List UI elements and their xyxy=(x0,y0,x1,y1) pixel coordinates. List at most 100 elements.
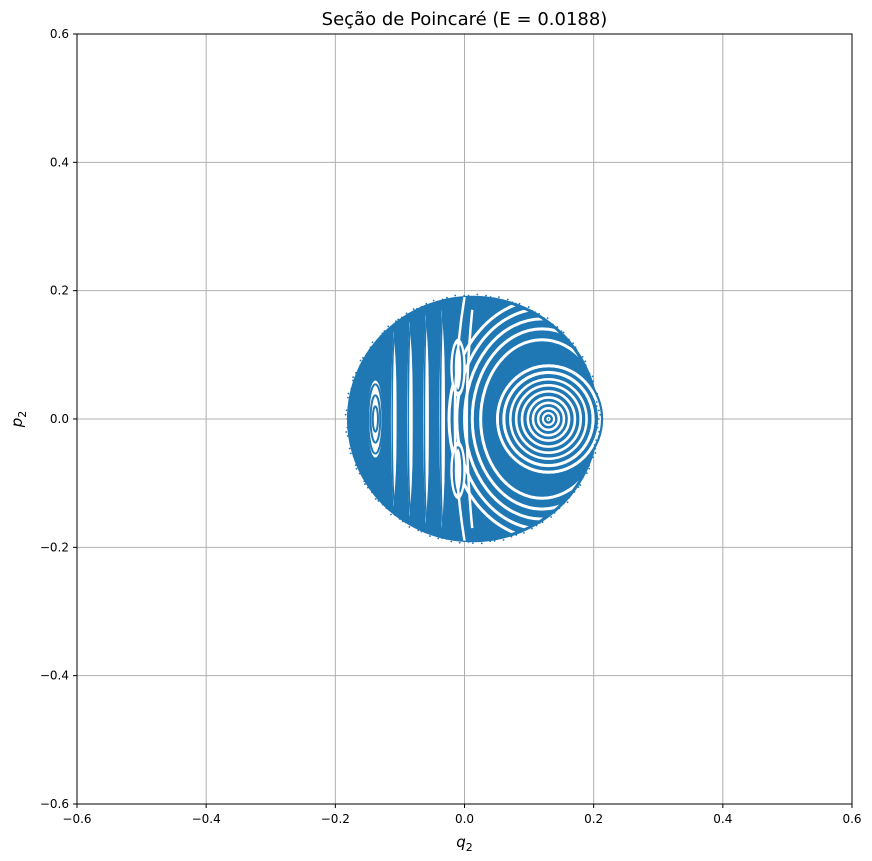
edge-point xyxy=(398,518,401,520)
island-orbit xyxy=(529,399,568,439)
edge-point xyxy=(550,516,553,518)
edge-point xyxy=(347,396,349,399)
edge-point xyxy=(574,346,577,349)
edge-point xyxy=(437,537,440,540)
edge-point xyxy=(560,330,563,333)
edge-point xyxy=(581,355,584,358)
island-orbit xyxy=(493,361,604,477)
island-orbit xyxy=(534,404,563,434)
edge-point xyxy=(596,426,599,429)
edge-point xyxy=(510,535,513,538)
edge-point xyxy=(413,525,416,528)
edge-point xyxy=(545,516,548,519)
edge-point xyxy=(476,293,479,296)
edge-point xyxy=(564,336,567,339)
edge-point xyxy=(485,539,487,542)
edge-point xyxy=(489,540,492,543)
edge-point xyxy=(446,296,448,299)
y-tick-label: 0.4 xyxy=(50,155,69,169)
edge-point xyxy=(489,296,492,298)
edge-point xyxy=(345,409,348,412)
y-tick-label: −0.4 xyxy=(40,669,69,683)
edge-point xyxy=(397,318,400,321)
edge-point xyxy=(595,439,598,442)
edge-point xyxy=(584,364,587,367)
edge-point xyxy=(585,367,588,370)
edge-point xyxy=(471,542,474,545)
edge-point xyxy=(359,359,362,362)
island-gap xyxy=(545,415,552,423)
edge-point xyxy=(441,537,443,540)
edge-point xyxy=(553,512,556,514)
edge-point xyxy=(387,508,390,511)
x-tick-label: 0.4 xyxy=(713,812,732,826)
x-tick-label: −0.4 xyxy=(192,812,221,826)
edge-point xyxy=(584,360,587,363)
edge-point xyxy=(383,330,386,332)
edge-point xyxy=(498,537,501,540)
edge-point xyxy=(433,533,436,536)
edge-point xyxy=(416,307,418,310)
edge-point xyxy=(556,326,559,328)
edge-point xyxy=(400,316,403,319)
edge-point xyxy=(485,294,487,297)
y-tick-label: −0.2 xyxy=(40,540,69,554)
edge-point xyxy=(597,435,600,438)
left-orbit xyxy=(439,310,447,528)
island-gap xyxy=(536,406,561,432)
edge-point xyxy=(593,388,596,390)
edge-point xyxy=(542,317,545,319)
edge-point xyxy=(476,539,479,542)
edge-point xyxy=(355,467,358,470)
edge-point xyxy=(595,405,598,407)
edge-point xyxy=(417,529,420,532)
edge-point xyxy=(349,452,352,455)
island-orbit xyxy=(518,387,579,451)
left-orbit xyxy=(407,322,415,516)
edge-point xyxy=(586,472,588,475)
edge-point xyxy=(597,396,599,399)
edge-point xyxy=(523,306,525,309)
edge-point xyxy=(502,299,504,302)
edge-point xyxy=(408,526,411,528)
edge-point xyxy=(594,452,597,454)
edge-point xyxy=(390,513,392,516)
edge-point xyxy=(449,298,452,300)
edge-point xyxy=(593,443,596,446)
edge-point xyxy=(371,491,373,493)
edge-point xyxy=(558,507,561,510)
edge-point xyxy=(579,484,582,486)
left-island-orbit xyxy=(371,405,379,433)
x-tick-label: 0.0 xyxy=(455,812,474,826)
edge-point xyxy=(366,486,369,489)
edge-point xyxy=(595,401,598,403)
edge-point xyxy=(352,379,354,382)
left-island-orbit xyxy=(367,383,384,455)
y-tick-label: 0.6 xyxy=(50,27,69,41)
edge-point xyxy=(441,298,444,301)
edge-point xyxy=(445,538,448,540)
edge-point xyxy=(381,332,384,335)
edge-point xyxy=(519,531,522,534)
edge-point xyxy=(541,521,544,524)
edge-point xyxy=(385,507,388,510)
edge-point xyxy=(450,540,453,543)
edge-point xyxy=(405,312,408,315)
edge-point xyxy=(363,480,366,483)
edge-point xyxy=(371,341,374,344)
island-orbit xyxy=(505,374,592,464)
edge-point xyxy=(364,483,366,485)
edge-point xyxy=(582,476,585,478)
edge-point xyxy=(480,296,483,299)
edge-point xyxy=(577,486,580,489)
edge-point xyxy=(591,456,594,459)
edge-point xyxy=(373,493,376,495)
edge-point xyxy=(347,422,350,425)
island-gap xyxy=(531,401,566,437)
edge-point xyxy=(538,522,541,524)
edge-point xyxy=(354,460,357,463)
edge-point xyxy=(515,302,517,305)
edge-point xyxy=(362,475,364,478)
edge-point xyxy=(573,490,576,493)
edge-point xyxy=(588,372,591,375)
